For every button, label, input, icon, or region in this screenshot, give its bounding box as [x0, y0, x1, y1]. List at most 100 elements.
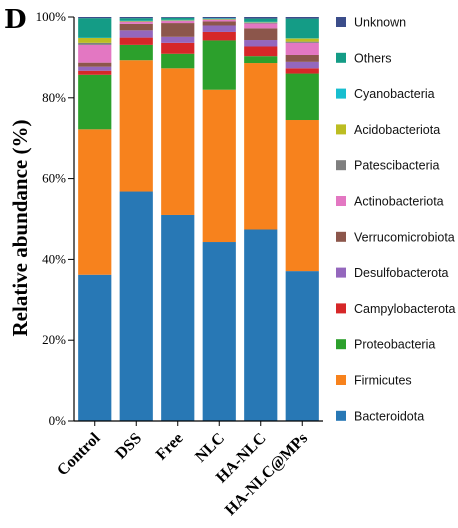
legend-swatch [336, 196, 346, 206]
bar-segment-proteobacteria [285, 73, 319, 121]
bar-segment-actinobacteriota [285, 42, 319, 55]
x-tick-label: Free [153, 430, 187, 464]
bar-segment-firmicutes [161, 68, 195, 215]
legend-label: Unknown [354, 16, 406, 30]
bar-segment-actinobacteriota [78, 44, 112, 63]
legend-swatch [336, 160, 346, 171]
bar-segment-campylobacterota [202, 31, 236, 41]
panel-label: D [4, 5, 27, 35]
legend-swatch [336, 88, 346, 99]
legend-swatch [336, 303, 346, 314]
bar-segment-others [119, 18, 153, 21]
bar-segment-verrucomicrobiota [202, 21, 236, 26]
bar-segment-unknown [78, 17, 112, 19]
bar-segment-desulfobacterota [202, 25, 236, 32]
bar-segment-actinobacteriota [119, 21, 153, 24]
bar-segment-verrucomicrobiota [78, 62, 112, 67]
bar-segment-firmicutes [78, 129, 112, 275]
bar-segment-firmicutes [119, 60, 153, 192]
legend-label: Desulfobacterota [354, 266, 449, 280]
bar-segment-proteobacteria [161, 53, 195, 69]
bar-segment-verrucomicrobiota [119, 23, 153, 31]
bar-segment-acidobacteriota [285, 38, 319, 42]
legend-swatch [336, 339, 346, 350]
bar-segment-desulfobacterota [119, 30, 153, 38]
y-tick-label: 40% [42, 251, 66, 266]
bar-segment-bacteroidota [285, 271, 319, 421]
legend: Unknown Others Cyanobacteria Acidobacteriot… [336, 16, 455, 423]
bar-segment-patescibacteria [244, 22, 278, 24]
bar-segment-desulfobacterota [285, 61, 319, 69]
bar-segment-campylobacterota [78, 70, 112, 75]
y-axis-title: Relative abundance (%) [8, 120, 32, 337]
legend-label: Patescibacteria [354, 159, 440, 173]
bar-segment-verrucomicrobiota [161, 23, 195, 37]
bar-segment-unknown [119, 17, 153, 19]
bar-segment-proteobacteria [202, 40, 236, 90]
bar-segment-bacteroidota [202, 242, 236, 421]
bar-segment-proteobacteria [244, 56, 278, 64]
bar-segment-verrucomicrobiota [244, 28, 278, 41]
bars-group [78, 17, 319, 421]
legend-label: Verrucomicrobiota [354, 230, 455, 244]
y-axis-ticks: 0% 20% 40% 60% 80% 100% [36, 9, 74, 428]
bar-segment-others [78, 18, 112, 38]
bar-segment-bacteroidota [119, 191, 153, 421]
bar-segment-verrucomicrobiota [285, 54, 319, 62]
bar-segment-unknown [244, 17, 278, 19]
bar-segment-bacteroidota [244, 229, 278, 421]
y-tick-label: 20% [42, 332, 66, 347]
bar-segment-proteobacteria [119, 44, 153, 61]
legend-label: Acidobacteriota [354, 123, 440, 137]
bar-segment-desulfobacterota [78, 66, 112, 71]
legend-label: Firmicutes [354, 374, 412, 388]
legend-swatch [336, 410, 346, 421]
legend-swatch [336, 52, 346, 63]
legend-swatch [336, 231, 346, 242]
bar-segment-acidobacteriota [78, 38, 112, 43]
bar-segment-firmicutes [244, 63, 278, 230]
bar-segment-campylobacterota [119, 37, 153, 45]
bar-segment-bacteroidota [161, 214, 195, 421]
bar-segment-firmicutes [285, 120, 319, 272]
legend-label: Proteobacteria [354, 338, 435, 352]
bar-segment-desulfobacterota [161, 36, 195, 43]
legend-label: Actinobacteriota [354, 195, 444, 209]
bar-segment-unknown [161, 17, 195, 18]
x-tick-label: Control [54, 429, 104, 479]
bar-segment-others [244, 18, 278, 22]
legend-swatch [336, 267, 346, 278]
legend-swatch [336, 124, 346, 135]
bar-segment-others [161, 17, 195, 20]
bar-segment-others [285, 18, 319, 39]
bar-segment-campylobacterota [244, 46, 278, 57]
legend-swatch [336, 375, 346, 385]
bar-segment-desulfobacterota [244, 40, 278, 47]
y-tick-label: 60% [42, 171, 66, 186]
x-tick-label: DSS [112, 430, 145, 463]
bar-segment-unknown [202, 17, 236, 19]
y-tick-label: 0% [49, 413, 67, 428]
bar-segment-actinobacteriota [161, 21, 195, 24]
legend-label: Bacteroidota [354, 409, 424, 423]
bar-segment-campylobacterota [285, 68, 319, 74]
bar-segment-actinobacteriota [202, 19, 236, 22]
y-tick-label: 80% [42, 90, 66, 105]
legend-swatch [336, 17, 346, 27]
legend-label: Cyanobacteria [354, 87, 435, 101]
y-tick-label: 100% [36, 9, 67, 24]
legend-label: Others [354, 51, 392, 65]
legend-label: Campylobacterota [354, 302, 455, 316]
bar-segment-bacteroidota [78, 274, 112, 421]
axes-group [73, 17, 323, 422]
bar-segment-proteobacteria [78, 74, 112, 130]
bar-segment-campylobacterota [161, 42, 195, 54]
bar-segment-actinobacteriota [244, 23, 278, 29]
bar-segment-firmicutes [202, 89, 236, 243]
bar-segment-patescibacteria [285, 41, 319, 43]
bar-segment-unknown [285, 17, 319, 19]
bar-segment-patescibacteria [78, 42, 112, 45]
x-tick-label: NLC [192, 430, 228, 466]
